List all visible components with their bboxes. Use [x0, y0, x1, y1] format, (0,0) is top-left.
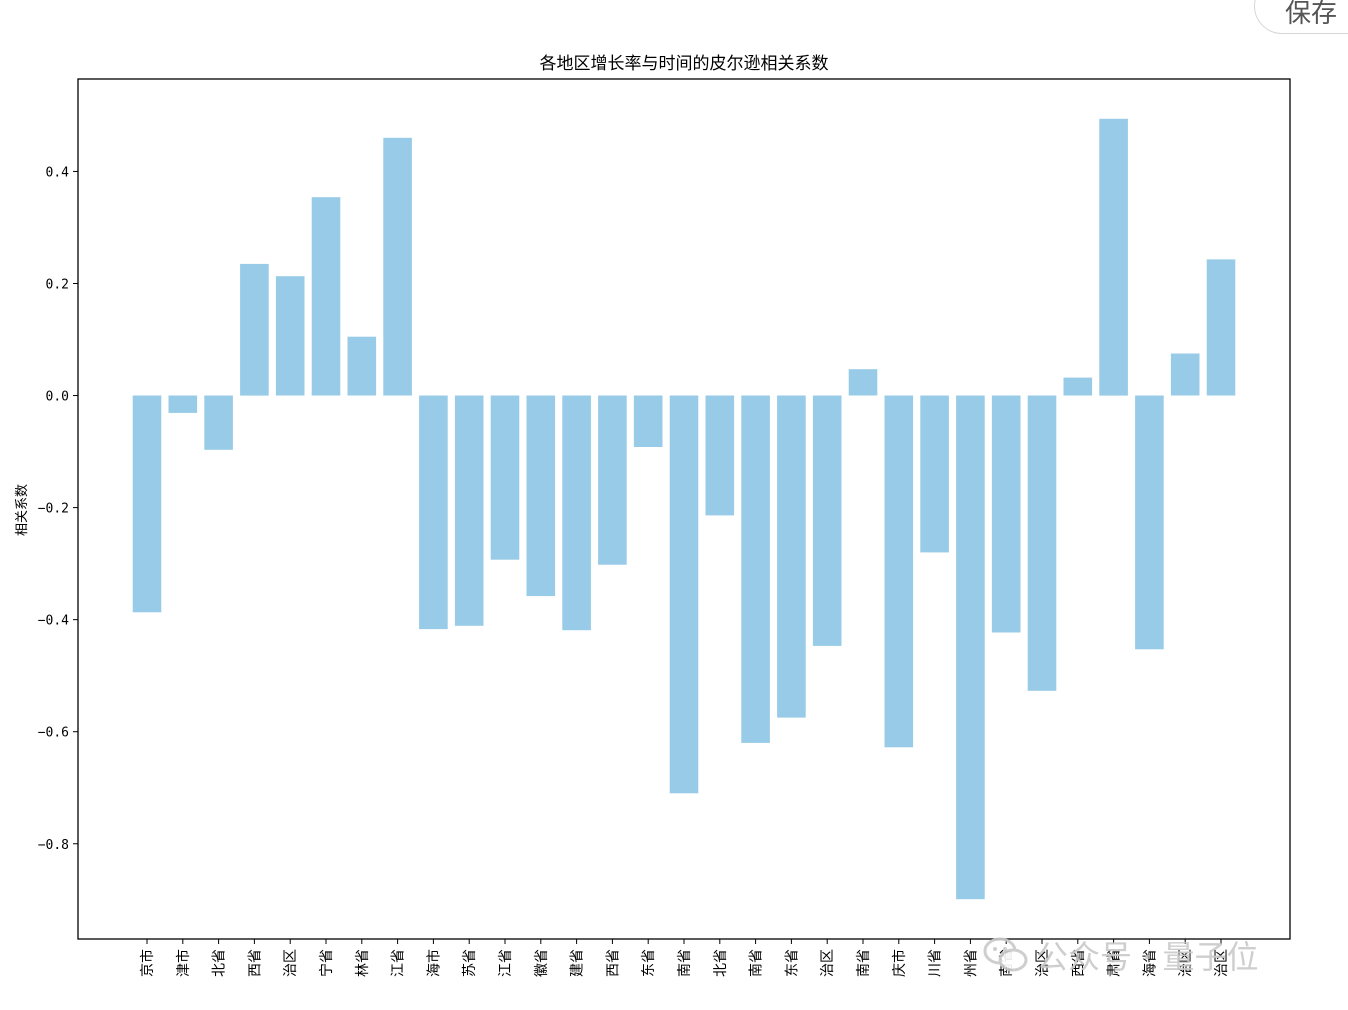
bar-5: [311, 197, 341, 396]
bar-13: [598, 395, 627, 565]
bar-11: [526, 395, 556, 597]
bar-28: [1135, 395, 1164, 650]
save-button[interactable]: 保存: [1254, 0, 1348, 34]
x-tick-label: 治区: [1214, 949, 1230, 977]
x-tick-label: 治区: [1035, 949, 1051, 977]
x-tick-label: 江省: [391, 949, 407, 977]
x-tick-label: 南省: [749, 949, 765, 977]
bar-0: [132, 395, 162, 613]
x-tick-label: 林省: [355, 949, 371, 977]
x-tick-label: 海市: [425, 949, 442, 977]
wechat-icon: [983, 937, 1028, 972]
y-tick-label: 0.2: [46, 277, 69, 292]
y-ticks-group: −0.8 −0.6 −0.4 −0.2 0.0 0.2 0.4: [38, 165, 78, 853]
x-tick-label: 庆市: [891, 949, 908, 977]
x-tick-label: 西省: [605, 949, 621, 977]
x-tick-label: 东省: [784, 949, 800, 977]
x-tick-label: 西省: [1071, 949, 1087, 977]
y-tick-label: 0.4: [46, 165, 70, 180]
bar-25: [1027, 395, 1057, 691]
bar-8: [419, 395, 448, 630]
x-tick-label: 西省: [247, 949, 263, 977]
y-tick-label: −0.2: [38, 502, 69, 517]
bar-26: [1063, 377, 1093, 396]
x-tick-label: 南省: [856, 949, 872, 977]
bar-15: [669, 395, 699, 794]
bar-21: [884, 395, 914, 748]
bar-10: [490, 395, 520, 560]
bar-7: [383, 137, 412, 396]
bar-6: [347, 336, 377, 396]
bar-19: [812, 395, 842, 646]
watermark-text: 公众号 · 量子位: [1036, 938, 1259, 976]
x-tick-label: 肃省: [1107, 949, 1123, 977]
y-tick-label: −0.4: [38, 614, 69, 629]
x-tick-label: 苏省: [462, 949, 478, 977]
x-tick-label: 京市: [139, 949, 156, 977]
x-tick-label: 北省: [212, 949, 228, 977]
x-tick-label: 治区: [1178, 949, 1194, 977]
bar-4: [275, 276, 305, 396]
x-tick-label: 江省: [498, 949, 514, 977]
x-tick-label: 治区: [820, 949, 836, 977]
chart-title: 各地区增长率与时间的皮尔逊相关系数: [540, 54, 829, 74]
x-tick-label: 州省: [963, 949, 979, 977]
bar-24: [991, 395, 1021, 633]
x-tick-label: 津市: [175, 949, 192, 977]
x-tick-label: 川省: [928, 949, 944, 977]
bar-17: [741, 395, 770, 743]
bar-14: [633, 395, 663, 447]
x-tick-label: 北省: [713, 949, 729, 977]
x-tick-label: 东省: [641, 949, 657, 977]
bar-29: [1170, 353, 1200, 396]
bar-18: [777, 395, 806, 718]
bar-3: [240, 263, 269, 396]
bar-16: [705, 395, 735, 516]
bar-12: [562, 395, 591, 631]
x-tick-label: 治区: [283, 949, 299, 977]
bar-30: [1206, 259, 1236, 396]
watermark: 公众号 · 量子位: [982, 934, 1259, 976]
bar-22: [920, 395, 949, 553]
bar-23: [956, 395, 985, 900]
x-tick-label: 徽省: [534, 949, 550, 977]
x-tick-label: 建省: [570, 949, 586, 977]
bar-1: [168, 395, 198, 413]
bars-group: [132, 118, 1236, 900]
y-axis-label: 相关系数: [15, 484, 30, 536]
bar-27: [1099, 118, 1128, 396]
y-tick-label: −0.8: [38, 838, 69, 853]
plot-frame: [77, 78, 1291, 940]
bar-9: [454, 395, 484, 626]
x-tick-label: 宁省: [318, 949, 335, 977]
y-tick-label: 0.0: [46, 390, 69, 405]
bar-2: [204, 395, 233, 450]
x-ticks-group: 京市 津市 北省 西省 治区 宁省 林省 江省 海市 苏省 江省 徽省 建省 西省 东省 南省 北省 南省 东省 治区…: [139, 939, 1230, 977]
x-tick-label: 南省: [677, 949, 693, 977]
x-tick-label: 海省: [1142, 949, 1158, 977]
bar-20: [848, 369, 878, 396]
y-tick-label: −0.6: [38, 726, 69, 741]
